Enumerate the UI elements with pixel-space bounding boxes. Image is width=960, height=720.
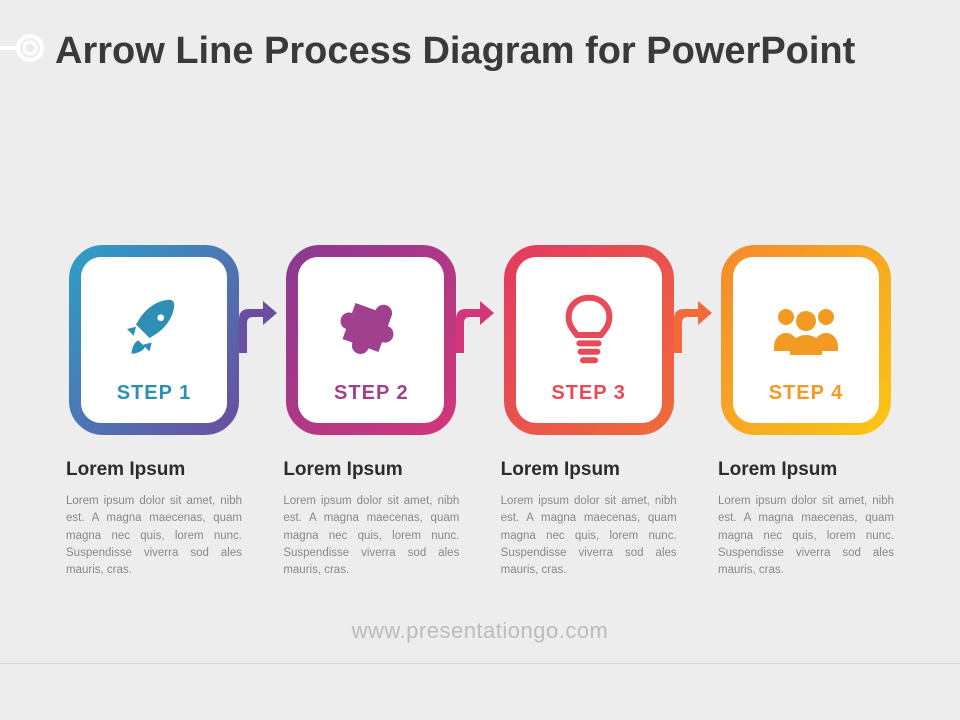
step-3: STEP 3 Lorem Ipsum Lorem ipsum dolor sit… [495,245,683,579]
step-4: STEP 4 Lorem Ipsum Lorem ipsum dolor sit… [712,245,900,579]
step-1-desc: Lorem ipsum dolor sit amet, nibh est. A … [60,493,248,579]
step-4-desc: Lorem ipsum dolor sit amet, nibh est. A … [712,493,900,579]
step-2-subtitle: Lorem Ipsum [277,459,402,481]
step-3-subtitle: Lorem Ipsum [495,459,620,481]
arrow-2-icon [452,297,496,357]
step-3-label: STEP 3 [551,382,626,405]
step-1-subtitle: Lorem Ipsum [60,459,185,481]
arrow-3-icon [670,297,714,357]
puzzle-icon [337,295,405,363]
footer-url: www.presentationgo.com [0,618,960,644]
rocket-icon [118,293,190,365]
bulb-icon [559,293,619,365]
title-ornament-icon [0,28,48,68]
people-icon [768,299,844,359]
page-title: Arrow Line Process Diagram for PowerPoin… [55,30,905,74]
process-steps-row: STEP 1 Lorem Ipsum Lorem ipsum dolor sit… [60,245,900,579]
step-2-label: STEP 2 [334,382,409,405]
footer-divider: www.presentationgo.com const data = JSON… [0,663,960,664]
step-1: STEP 1 Lorem Ipsum Lorem ipsum dolor sit… [60,245,248,579]
step-4-subtitle: Lorem Ipsum [712,459,837,481]
step-1-label: STEP 1 [117,382,192,405]
arrow-1-icon [235,297,279,357]
step-3-desc: Lorem ipsum dolor sit amet, nibh est. A … [495,493,683,579]
step-4-label: STEP 4 [769,382,844,405]
step-2-desc: Lorem ipsum dolor sit amet, nibh est. A … [277,493,465,579]
step-2: STEP 2 Lorem Ipsum Lorem ipsum dolor sit… [277,245,465,579]
